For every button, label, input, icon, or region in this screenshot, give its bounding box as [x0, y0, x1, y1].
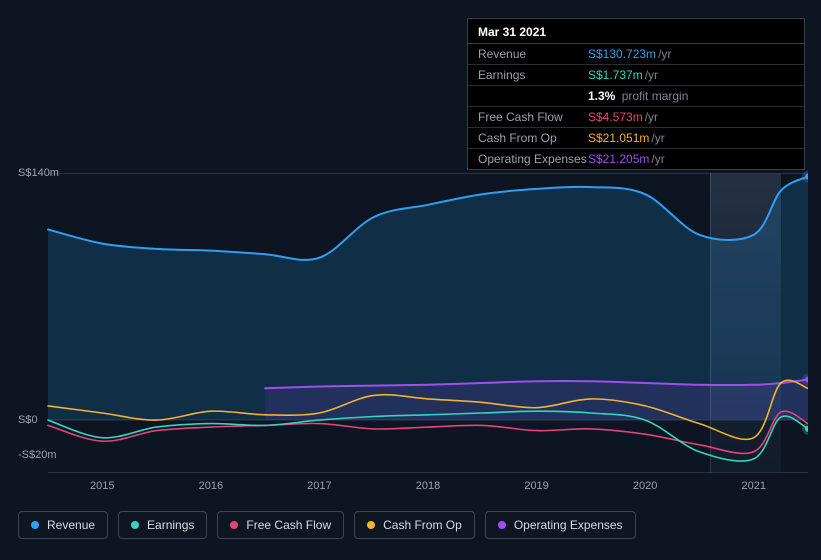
legend-dot-icon [498, 521, 506, 529]
legend-item-free_cash_flow[interactable]: Free Cash Flow [217, 511, 344, 539]
chart-svg [18, 155, 808, 490]
x-tick-label: 2018 [416, 480, 440, 492]
tooltip-subrow: 1.3% profit margin [468, 86, 804, 107]
tooltip-row: RevenueS$130.723m/yr [468, 44, 804, 65]
financials-chart[interactable]: 2015 2016 2017 2018 2019 2020 2021 S$140m S$0 -S… [18, 155, 808, 490]
y-tick-label: S$0 [18, 414, 62, 426]
x-tick-label: 2020 [633, 480, 657, 492]
tooltip-row: EarningsS$1.737m/yr [468, 65, 804, 86]
tooltip-value: S$4.573m/yr [588, 109, 658, 125]
tooltip-label: Revenue [478, 46, 588, 62]
legend-dot-icon [131, 521, 139, 529]
legend-label: Cash From Op [383, 518, 462, 532]
legend-item-operating_expenses[interactable]: Operating Expenses [485, 511, 636, 539]
legend-label: Operating Expenses [514, 518, 623, 532]
tooltip-row: Free Cash FlowS$4.573m/yr [468, 107, 804, 128]
tooltip-value: S$1.737m/yr [588, 67, 658, 83]
x-tick-label: 2017 [307, 480, 331, 492]
legend-dot-icon [31, 521, 39, 529]
legend-dot-icon [230, 521, 238, 529]
y-tick-label: S$140m [18, 167, 62, 179]
y-axis [18, 155, 48, 490]
legend-label: Revenue [47, 518, 95, 532]
x-tick-label: 2019 [524, 480, 548, 492]
x-axis: 2015 2016 2017 2018 2019 2020 2021 [48, 480, 808, 494]
legend-label: Earnings [147, 518, 194, 532]
legend: Revenue Earnings Free Cash Flow Cash From O… [18, 511, 636, 539]
legend-label: Free Cash Flow [246, 518, 331, 532]
chart-tooltip: Mar 31 2021 RevenueS$130.723m/yrEarnings… [467, 18, 805, 170]
legend-dot-icon [367, 521, 375, 529]
tooltip-label: Cash From Op [478, 130, 588, 146]
tooltip-date: Mar 31 2021 [468, 19, 804, 44]
tooltip-label: Free Cash Flow [478, 109, 588, 125]
legend-item-revenue[interactable]: Revenue [18, 511, 108, 539]
series-fill-revenue [48, 177, 808, 421]
x-tick-label: 2015 [90, 480, 114, 492]
y-tick-label: -S$20m [18, 449, 62, 461]
legend-item-earnings[interactable]: Earnings [118, 511, 207, 539]
x-tick-label: 2021 [741, 480, 765, 492]
legend-item-cash_from_op[interactable]: Cash From Op [354, 511, 475, 539]
tooltip-value: S$130.723m/yr [588, 46, 671, 62]
x-tick-label: 2016 [199, 480, 223, 492]
tooltip-label: Earnings [478, 67, 588, 83]
tooltip-row: Cash From OpS$21.051m/yr [468, 128, 804, 149]
tooltip-value: S$21.051m/yr [588, 130, 665, 146]
